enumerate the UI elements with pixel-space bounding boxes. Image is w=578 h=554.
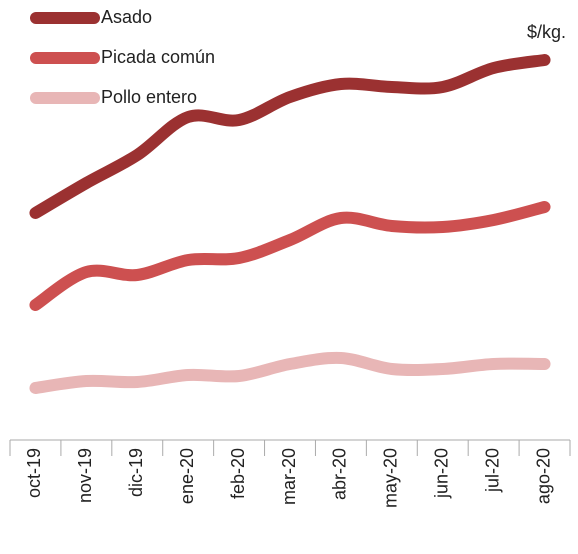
line	[29, 54, 551, 219]
x-tick-label: mar-20	[279, 448, 299, 505]
x-tick-label: feb-20	[228, 448, 248, 499]
line	[29, 201, 551, 311]
unit-label: $/kg.	[527, 22, 566, 42]
x-tick-label: ene-20	[177, 448, 197, 504]
legend-label: Picada común	[101, 47, 215, 67]
line	[29, 351, 551, 394]
x-tick-label: ago-20	[533, 448, 553, 504]
x-tick-label: oct-19	[24, 448, 44, 498]
x-tick-label: may-20	[381, 448, 401, 508]
x-tick-label: dic-19	[126, 448, 146, 497]
legend-label: Pollo entero	[101, 87, 197, 107]
x-tick-label: abr-20	[330, 448, 350, 500]
x-tick-label: nov-19	[75, 448, 95, 503]
x-tick-label: jun-20	[431, 448, 451, 499]
legend-label: Asado	[101, 7, 152, 27]
x-tick-label: jul-20	[482, 448, 502, 493]
